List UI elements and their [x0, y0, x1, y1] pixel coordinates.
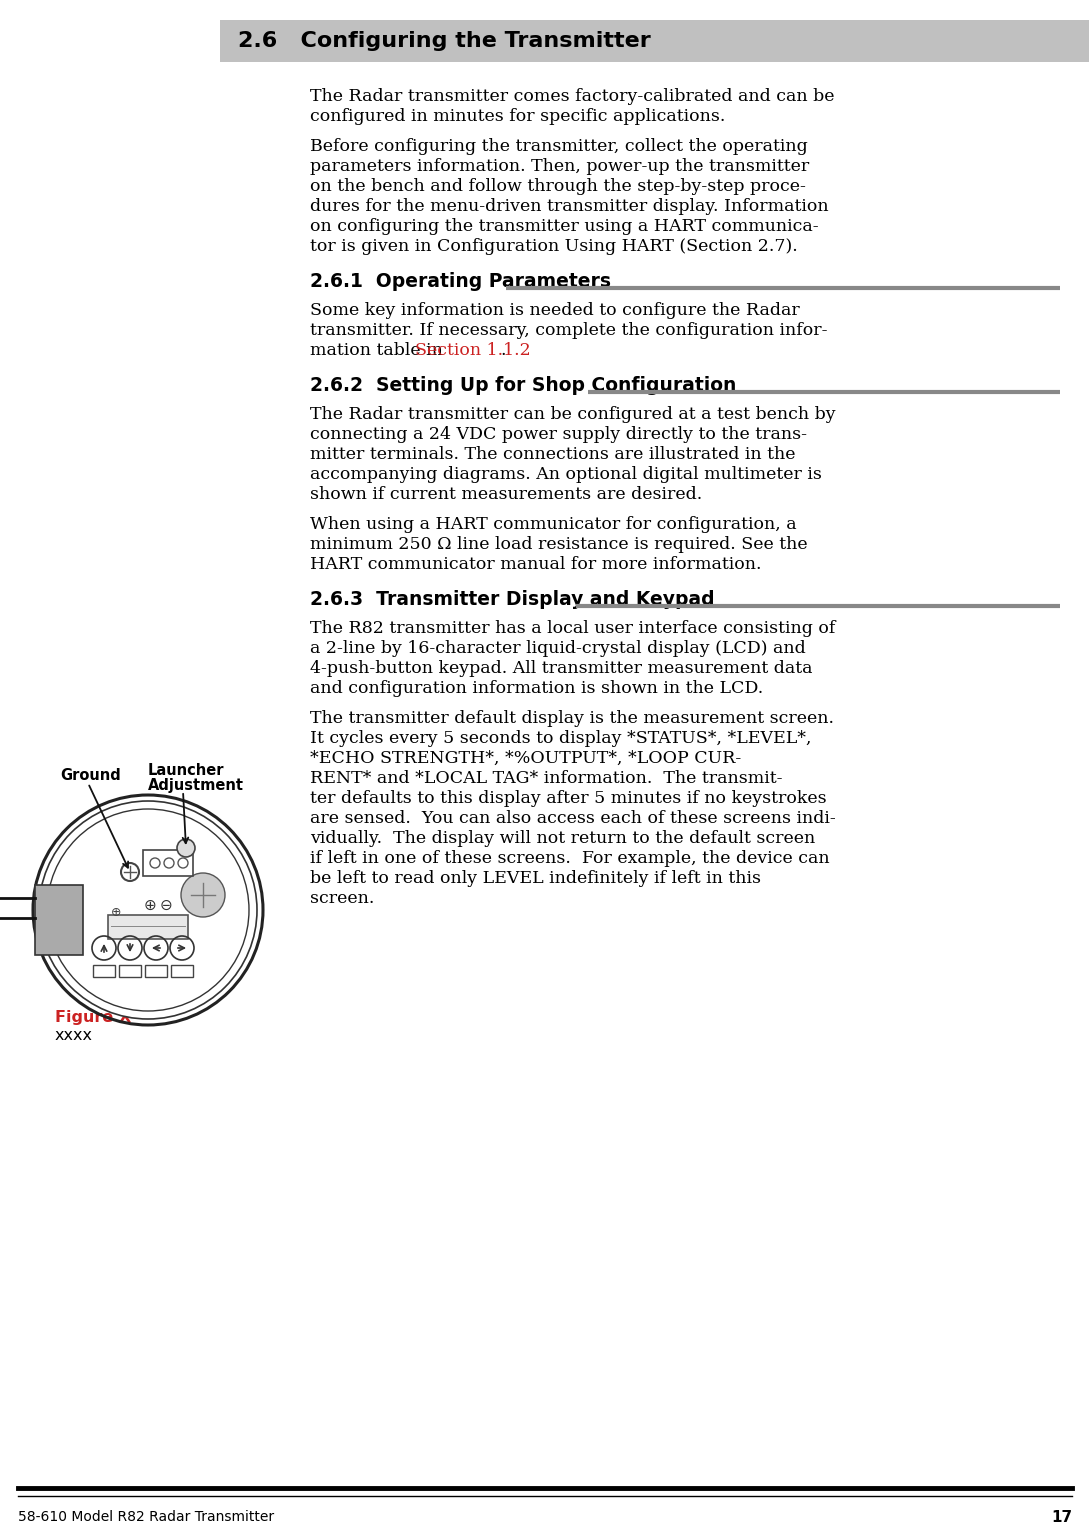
Text: Launcher: Launcher — [148, 763, 224, 779]
Text: Figure X: Figure X — [56, 1010, 132, 1026]
Text: xxxx: xxxx — [56, 1029, 93, 1042]
Text: It cycles every 5 seconds to display *STATUS*, *LEVEL*,: It cycles every 5 seconds to display *ST… — [310, 730, 811, 747]
Bar — [220, 20, 1089, 61]
Text: 58-610 Model R82 Radar Transmitter: 58-610 Model R82 Radar Transmitter — [19, 1510, 274, 1524]
Text: The transmitter default display is the measurement screen.: The transmitter default display is the m… — [310, 710, 834, 727]
Text: be left to read only LEVEL indefinitely if left in this: be left to read only LEVEL indefinitely … — [310, 871, 761, 888]
Text: mitter terminals. The connections are illustrated in the: mitter terminals. The connections are il… — [310, 446, 795, 463]
Text: and configuration information is shown in the LCD.: and configuration information is shown i… — [310, 681, 763, 698]
Bar — [35, 885, 83, 955]
Text: if left in one of these screens.  For example, the device can: if left in one of these screens. For exa… — [310, 849, 830, 868]
Text: on the bench and follow through the step-by-step proce-: on the bench and follow through the step… — [310, 178, 806, 195]
Text: connecting a 24 VDC power supply directly to the trans-: connecting a 24 VDC power supply directl… — [310, 426, 807, 443]
Text: ⊕: ⊕ — [111, 906, 121, 918]
Text: The Radar transmitter can be configured at a test bench by: The Radar transmitter can be configured … — [310, 406, 835, 423]
Text: on configuring the transmitter using a HART communica-: on configuring the transmitter using a H… — [310, 218, 819, 235]
Text: transmitter. If necessary, complete the configuration infor-: transmitter. If necessary, complete the … — [310, 322, 828, 339]
Text: 2.6.1  Operating Parameters: 2.6.1 Operating Parameters — [310, 271, 611, 291]
Text: ter defaults to this display after 5 minutes if no keystrokes: ter defaults to this display after 5 min… — [310, 789, 827, 806]
Text: 17: 17 — [1051, 1510, 1072, 1525]
Text: The R82 transmitter has a local user interface consisting of: The R82 transmitter has a local user int… — [310, 619, 835, 638]
Text: When using a HART communicator for configuration, a: When using a HART communicator for confi… — [310, 517, 797, 533]
Circle shape — [178, 839, 195, 857]
Text: 2.6.2  Setting Up for Shop Configuration: 2.6.2 Setting Up for Shop Configuration — [310, 376, 736, 396]
Text: HART communicator manual for more information.: HART communicator manual for more inform… — [310, 556, 761, 573]
Bar — [143, 849, 193, 875]
Bar — [93, 964, 115, 977]
Text: shown if current measurements are desired.: shown if current measurements are desire… — [310, 486, 702, 503]
Text: Section 1.1.2: Section 1.1.2 — [415, 342, 530, 359]
Text: minimum 250 Ω line load resistance is required. See the: minimum 250 Ω line load resistance is re… — [310, 537, 808, 553]
Text: The Radar transmitter comes factory-calibrated and can be: The Radar transmitter comes factory-cali… — [310, 87, 834, 104]
Bar — [119, 964, 140, 977]
Text: RENT* and *LOCAL TAG* information.  The transmit-: RENT* and *LOCAL TAG* information. The t… — [310, 770, 783, 786]
Bar — [145, 964, 167, 977]
Text: a 2-line by 16-character liquid-crystal display (LCD) and: a 2-line by 16-character liquid-crystal … — [310, 639, 806, 658]
Text: vidually.  The display will not return to the default screen: vidually. The display will not return to… — [310, 829, 816, 848]
Bar — [171, 964, 193, 977]
Text: 2.6.3  Transmitter Display and Keypad: 2.6.3 Transmitter Display and Keypad — [310, 590, 714, 609]
Text: ⊖: ⊖ — [160, 897, 172, 912]
Text: accompanying diagrams. An optional digital multimeter is: accompanying diagrams. An optional digit… — [310, 466, 822, 483]
Text: Some key information is needed to configure the Radar: Some key information is needed to config… — [310, 302, 799, 319]
Text: *ECHO STRENGTH*, *%OUTPUT*, *LOOP CUR-: *ECHO STRENGTH*, *%OUTPUT*, *LOOP CUR- — [310, 750, 742, 766]
Text: Before configuring the transmitter, collect the operating: Before configuring the transmitter, coll… — [310, 138, 808, 155]
Text: .: . — [500, 342, 505, 359]
Text: mation table in: mation table in — [310, 342, 449, 359]
Circle shape — [39, 802, 257, 1019]
Bar — [108, 915, 188, 940]
Text: 2.6   Configuring the Transmitter: 2.6 Configuring the Transmitter — [238, 31, 651, 51]
Text: parameters information. Then, power-up the transmitter: parameters information. Then, power-up t… — [310, 158, 809, 175]
Text: 4-push-button keypad. All transmitter measurement data: 4-push-button keypad. All transmitter me… — [310, 661, 812, 678]
Text: screen.: screen. — [310, 891, 375, 908]
Text: Adjustment: Adjustment — [148, 779, 244, 793]
Text: ⊕: ⊕ — [144, 897, 157, 912]
Text: dures for the menu-driven transmitter display. Information: dures for the menu-driven transmitter di… — [310, 198, 829, 215]
Circle shape — [181, 872, 225, 917]
Text: Ground: Ground — [60, 768, 121, 783]
Text: are sensed.  You can also access each of these screens indi-: are sensed. You can also access each of … — [310, 809, 835, 826]
Text: tor is given in Configuration Using HART (Section 2.7).: tor is given in Configuration Using HART… — [310, 238, 798, 254]
Text: configured in minutes for specific applications.: configured in minutes for specific appli… — [310, 107, 725, 126]
